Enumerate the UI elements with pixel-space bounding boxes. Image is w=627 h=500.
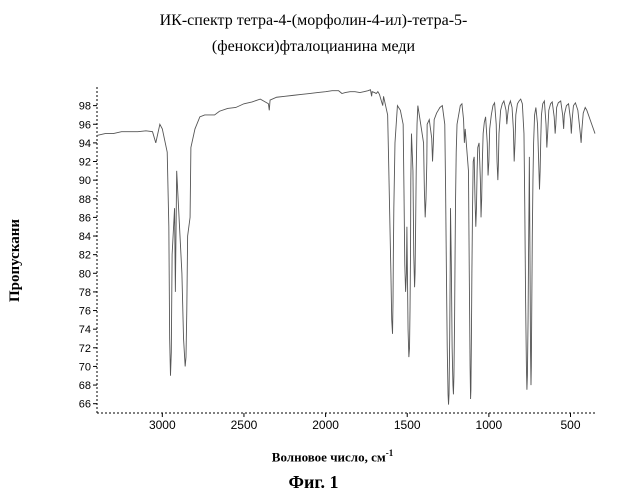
svg-text:86: 86 bbox=[79, 212, 91, 224]
svg-text:80: 80 bbox=[79, 268, 91, 280]
svg-text:76: 76 bbox=[79, 306, 91, 318]
svg-text:70: 70 bbox=[79, 361, 91, 373]
svg-text:78: 78 bbox=[79, 287, 91, 299]
svg-text:66: 66 bbox=[79, 399, 91, 411]
figure-caption: Фиг. 1 bbox=[0, 472, 627, 493]
svg-text:74: 74 bbox=[79, 324, 91, 336]
title-line-2: (фенокси)фталоцианина меди bbox=[0, 34, 627, 60]
svg-text:500: 500 bbox=[560, 418, 580, 432]
y-axis-label: Пропускани bbox=[6, 85, 26, 435]
svg-text:92: 92 bbox=[79, 157, 91, 169]
plot-area: 66 68 70 72 74 76 78 80 82 84 86 88 90 92 94 96 98 3000 25… bbox=[65, 85, 600, 435]
svg-text:72: 72 bbox=[79, 343, 91, 355]
svg-text:1000: 1000 bbox=[476, 418, 503, 432]
title-line-1: ИК-спектр тетра-4-(морфолин-4-ил)-тетра-… bbox=[0, 8, 627, 34]
svg-text:2000: 2000 bbox=[312, 418, 339, 432]
ir-spectrum-figure: ИК-спектр тетра-4-(морфолин-4-ил)-тетра-… bbox=[0, 0, 627, 500]
svg-text:68: 68 bbox=[79, 380, 91, 392]
svg-text:94: 94 bbox=[79, 138, 91, 150]
x-axis-label-sup: -1 bbox=[386, 448, 394, 458]
svg-text:84: 84 bbox=[79, 231, 91, 243]
x-axis-label-text: Волновое число, см bbox=[272, 449, 386, 464]
svg-text:3000: 3000 bbox=[149, 418, 176, 432]
svg-text:96: 96 bbox=[79, 119, 91, 131]
svg-text:82: 82 bbox=[79, 250, 91, 262]
y-axis-label-text: Пропускани bbox=[8, 218, 25, 301]
svg-text:1500: 1500 bbox=[394, 418, 421, 432]
x-axis-label: Волновое число, см-1 bbox=[65, 448, 600, 465]
svg-text:98: 98 bbox=[79, 101, 91, 113]
svg-text:2500: 2500 bbox=[231, 418, 258, 432]
spectrum-svg: 66 68 70 72 74 76 78 80 82 84 86 88 90 92 94 96 98 3000 25… bbox=[65, 85, 600, 435]
svg-text:90: 90 bbox=[79, 175, 91, 187]
chart-title: ИК-спектр тетра-4-(морфолин-4-ил)-тетра-… bbox=[0, 8, 627, 59]
svg-text:88: 88 bbox=[79, 194, 91, 206]
